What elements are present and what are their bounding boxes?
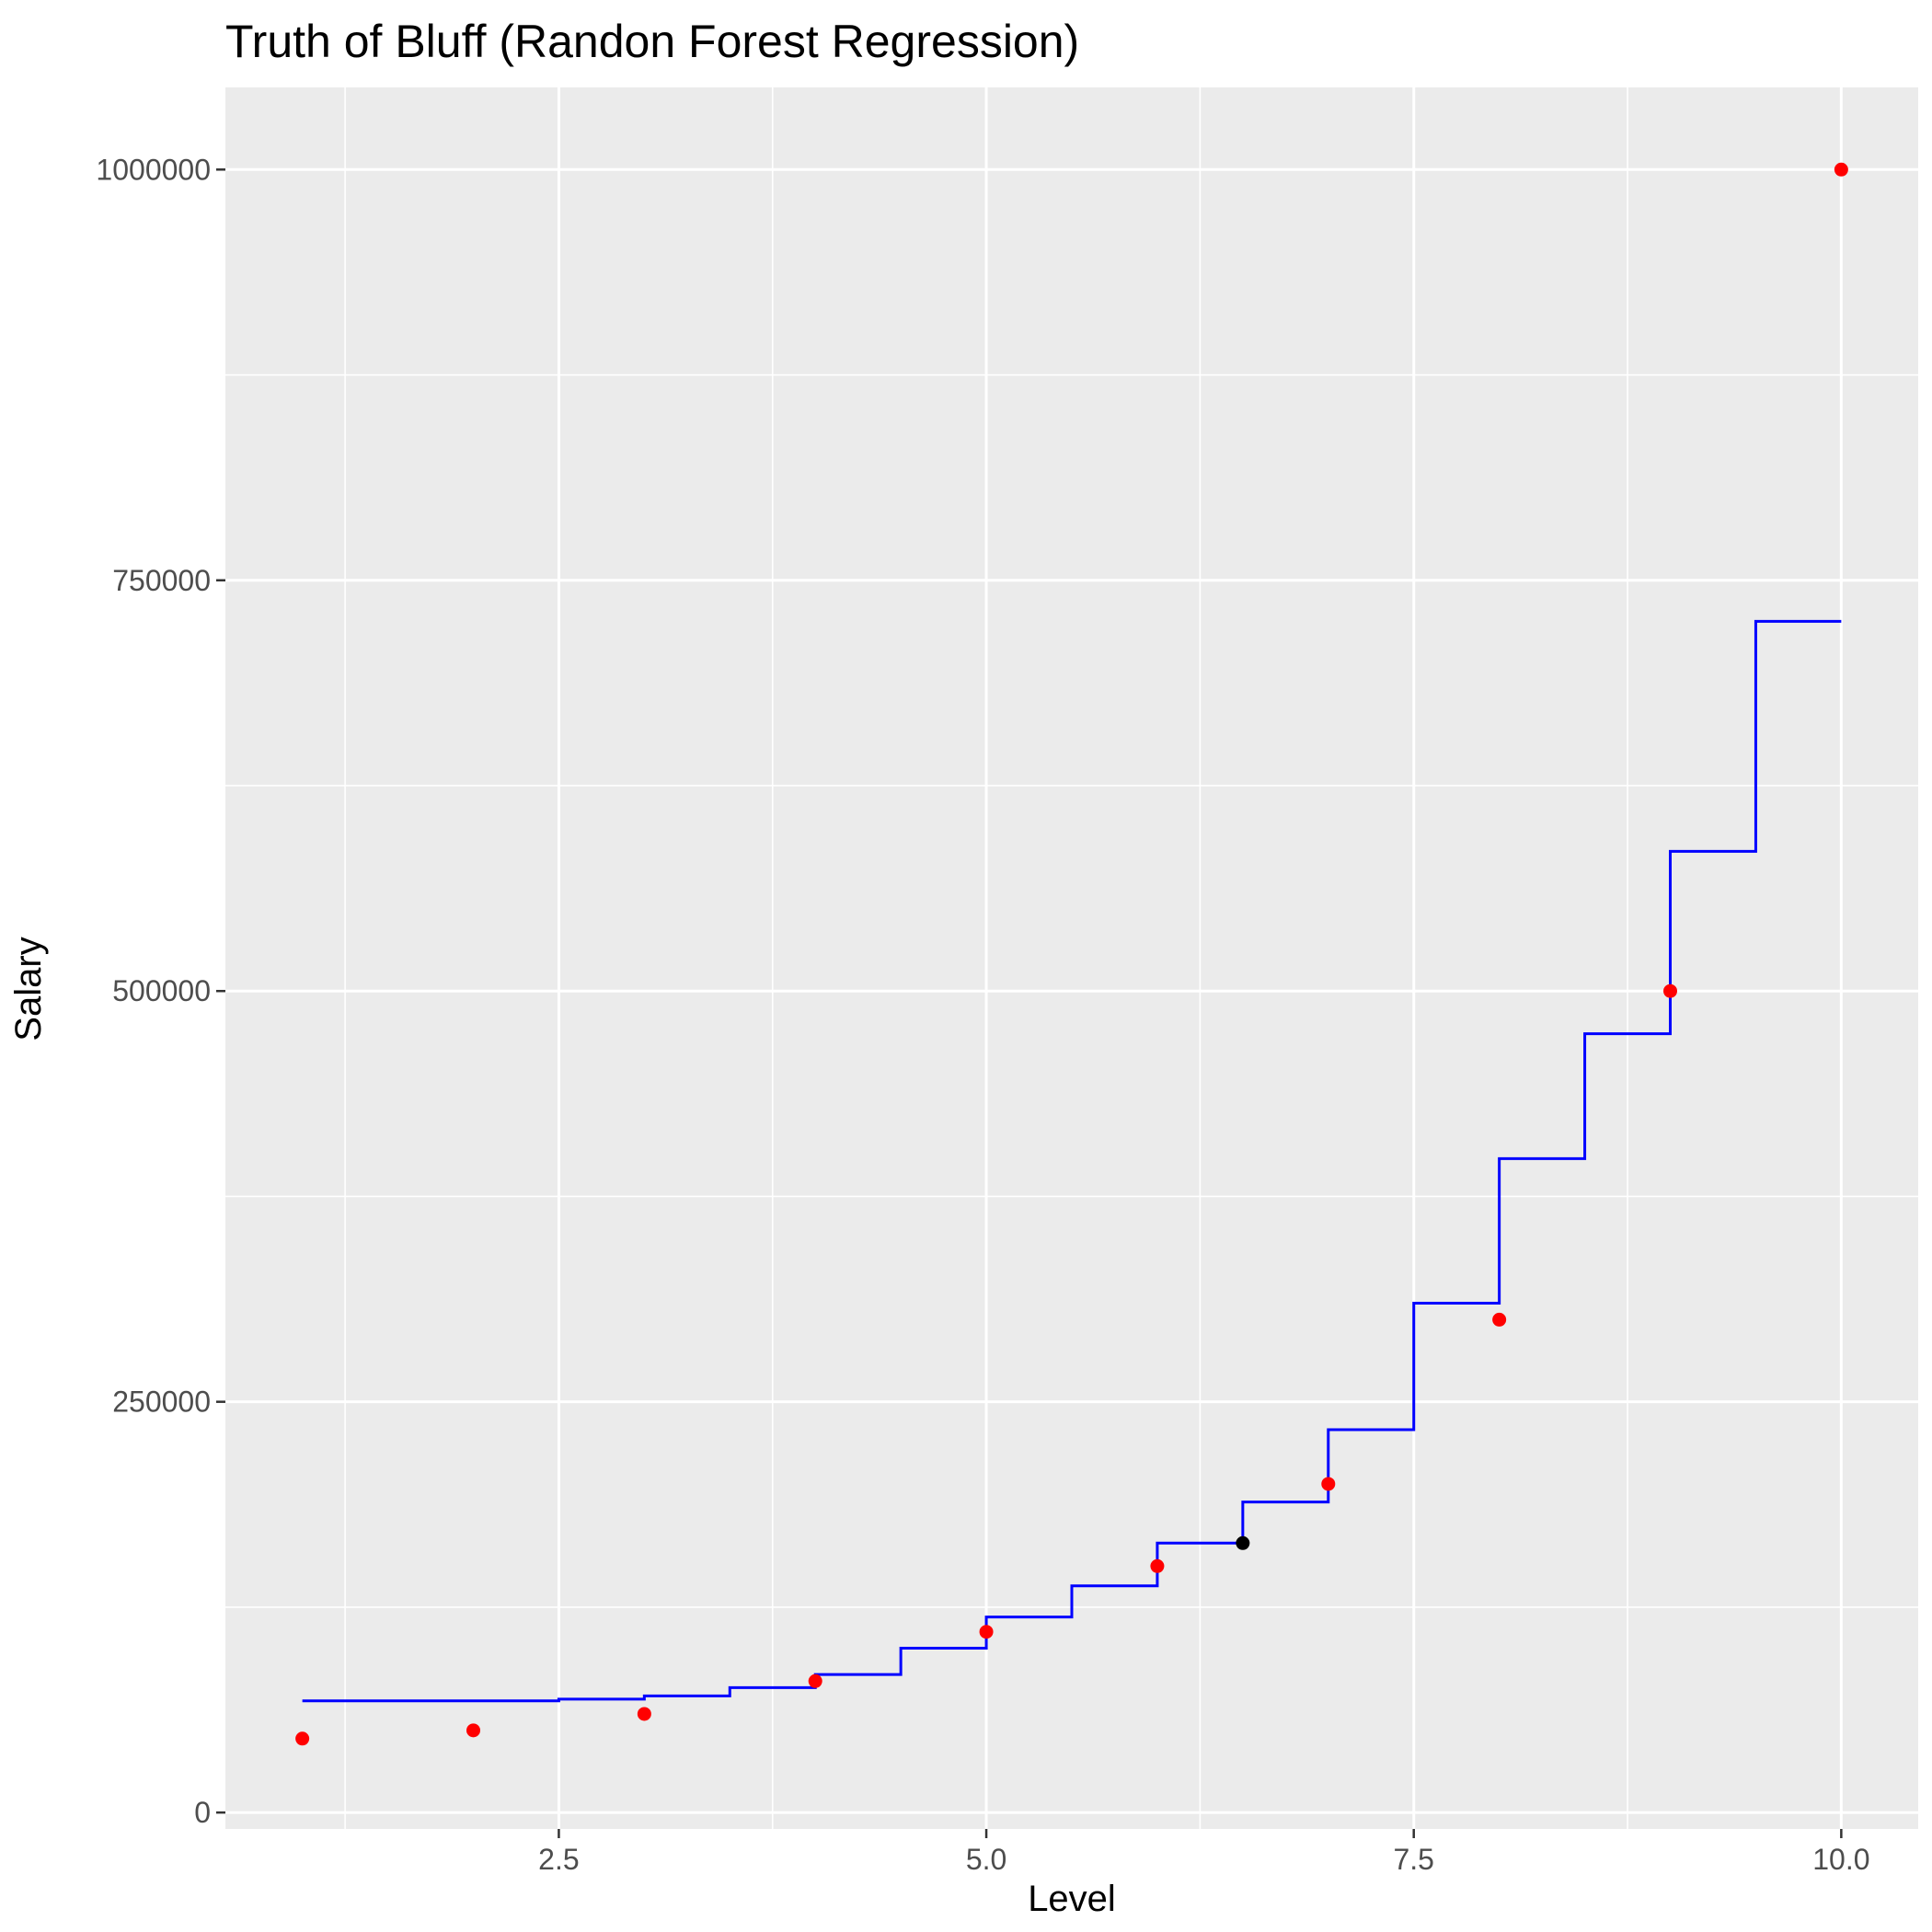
data-point xyxy=(466,1723,480,1738)
x-tick-label: 7.5 xyxy=(1393,1843,1433,1876)
chart-title: Truth of Bluff (Randon Forest Regression… xyxy=(225,16,1079,67)
data-point xyxy=(1321,1477,1336,1491)
data-point xyxy=(1492,1312,1507,1327)
data-point xyxy=(1834,162,1848,177)
data-point xyxy=(295,1731,310,1746)
data-point xyxy=(979,1625,994,1639)
plot-panel xyxy=(225,87,1918,1829)
y-tick-label: 250000 xyxy=(112,1386,211,1419)
prediction-point xyxy=(1236,1535,1250,1550)
x-tick-label: 2.5 xyxy=(538,1843,579,1876)
data-point xyxy=(808,1673,822,1688)
x-axis: 2.5 5.0 7.5 10.0 xyxy=(538,1829,1870,1876)
y-tick-label: 750000 xyxy=(112,564,211,597)
y-axis-title: Salary xyxy=(8,937,49,1041)
data-point xyxy=(637,1707,651,1721)
prediction-point-group xyxy=(1236,1535,1250,1550)
y-tick-label: 500000 xyxy=(112,974,211,1007)
y-tick-label: 0 xyxy=(194,1796,211,1829)
y-tick-label: 1000000 xyxy=(96,153,211,186)
y-axis: 0 250000 500000 750000 1000000 xyxy=(96,153,225,1829)
x-tick-label: 5.0 xyxy=(966,1843,1006,1876)
x-axis-title: Level xyxy=(1028,1879,1116,1919)
x-tick-label: 10.0 xyxy=(1812,1843,1869,1876)
data-points xyxy=(295,162,1848,1746)
data-point xyxy=(1663,983,1678,998)
grid-major xyxy=(225,87,1918,1829)
data-point xyxy=(1150,1558,1165,1573)
